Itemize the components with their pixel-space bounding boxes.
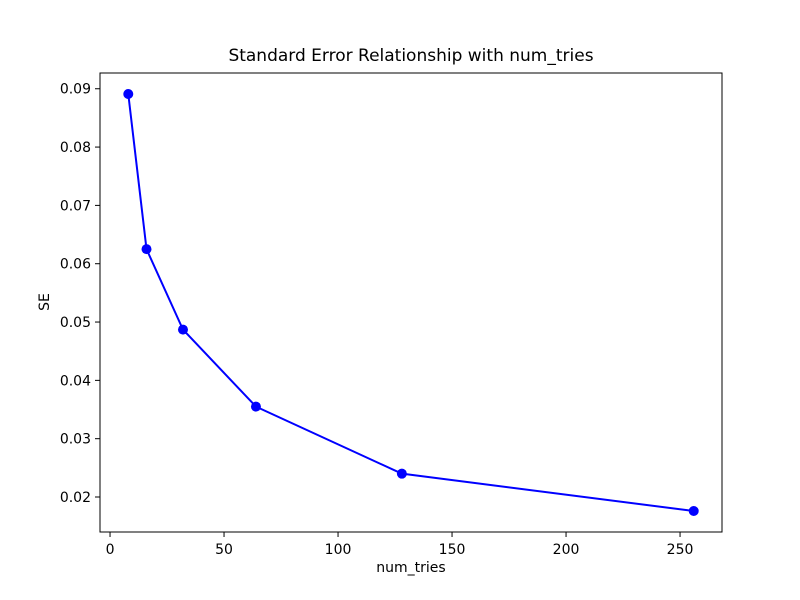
data-line: [127, 93, 694, 512]
y-tick-label: 0.02: [60, 490, 91, 506]
x-tick-label: 0: [106, 542, 115, 558]
x-tick-label: 50: [215, 542, 233, 558]
data-point-marker: [177, 324, 188, 335]
y-tick-label: 0.04: [60, 373, 91, 389]
data-point-marker: [688, 506, 699, 517]
y-tick-label: 0.09: [60, 82, 91, 98]
y-tick-label: 0.08: [60, 140, 91, 156]
x-tick-label: 250: [667, 542, 694, 558]
y-tick-label: 0.06: [60, 257, 91, 273]
plot-border: [99, 72, 723, 533]
data-point-marker: [123, 88, 134, 99]
x-tick-label: 200: [553, 542, 580, 558]
y-axis-label: SE: [37, 293, 53, 311]
x-tick-label: 150: [439, 542, 466, 558]
x-axis-label: num_tries: [376, 560, 446, 576]
x-tick-label: 100: [325, 542, 352, 558]
data-point-marker: [250, 401, 261, 412]
data-point-marker: [141, 244, 152, 255]
data-point-marker: [396, 468, 407, 479]
chart-title: Standard Error Relationship with num_tri…: [228, 46, 594, 66]
y-tick-label: 0.03: [60, 432, 91, 448]
y-tick-label: 0.05: [60, 315, 91, 331]
y-tick-label: 0.07: [60, 198, 91, 214]
